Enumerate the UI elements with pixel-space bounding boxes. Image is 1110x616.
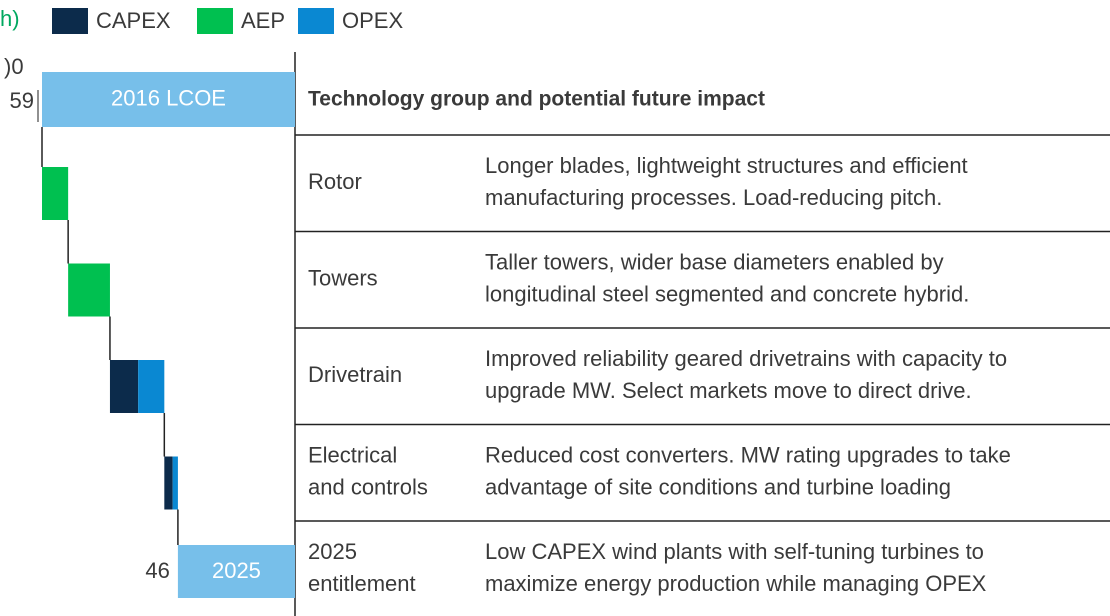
impact-text: Improved reliability geared drivetrains …	[485, 346, 1007, 371]
step-bar	[109, 360, 139, 413]
impact-text: upgrade MW. Select markets move to direc…	[485, 378, 972, 403]
group-name: 2025	[308, 539, 357, 564]
legend-swatch	[197, 8, 233, 34]
impact-text: longitudinal steel segmented and concret…	[485, 281, 969, 306]
legend-swatch	[298, 8, 334, 34]
table-header: Technology group and potential future im…	[308, 88, 765, 111]
axis-label: )0	[4, 54, 24, 79]
impact-text: Longer blades, lightweight structures an…	[485, 153, 968, 178]
legend-label: AEP	[241, 8, 285, 33]
group-name: Electrical	[308, 442, 397, 467]
group-name: Drivetrain	[308, 362, 402, 387]
end-bar	[177, 545, 295, 598]
impact-text: Taller towers, wider base diameters enab…	[485, 249, 944, 274]
bar-label: 2025	[212, 558, 261, 583]
group-name: Rotor	[308, 169, 362, 194]
impact-text: Reduced cost converters. MW rating upgra…	[485, 442, 1011, 467]
step-bar	[68, 263, 110, 317]
group-name: entitlement	[308, 571, 416, 596]
value-label: 59	[10, 88, 34, 113]
step-bar	[42, 167, 69, 220]
legend-swatch	[52, 8, 88, 34]
bar-label: 2016 LCOE	[111, 85, 226, 110]
group-name: and controls	[308, 474, 428, 499]
step-bar	[172, 456, 178, 510]
legend-label: CAPEX	[96, 8, 171, 33]
impact-text: maximize energy production while managin…	[485, 571, 987, 596]
legend-prefix: h)	[0, 6, 20, 31]
impact-text: manufacturing processes. Load-reducing p…	[485, 185, 942, 210]
impact-text: Low CAPEX wind plants with self-tuning t…	[485, 539, 984, 564]
group-name: Towers	[308, 265, 378, 290]
step-bar	[138, 360, 165, 413]
impact-text: advantage of site conditions and turbine…	[485, 474, 951, 499]
start-bar	[42, 72, 295, 127]
value-label: 46	[145, 558, 169, 583]
legend-label: OPEX	[342, 8, 403, 33]
step-bar	[164, 456, 173, 510]
